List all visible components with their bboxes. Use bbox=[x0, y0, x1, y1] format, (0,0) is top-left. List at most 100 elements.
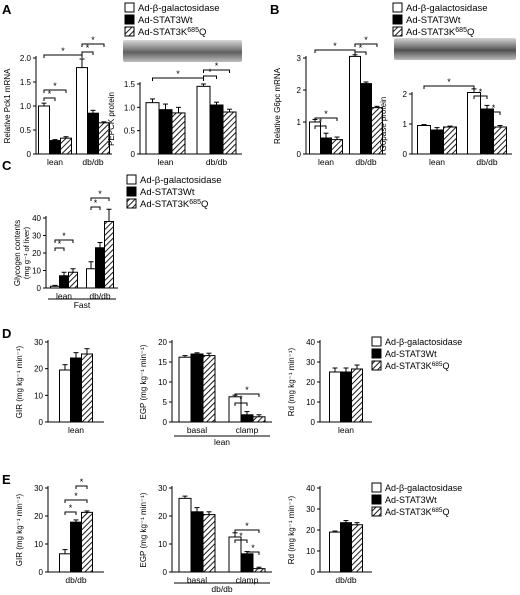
c1-bar bbox=[222, 111, 237, 155]
a-legend-label: Ad-β-galactosidase bbox=[138, 3, 220, 14]
c8-y-tick-label: 0 bbox=[39, 568, 44, 577]
d-legend-label: Ad-STAT3K685Q bbox=[385, 361, 450, 371]
c2-significance-bracket bbox=[354, 43, 378, 47]
c6-y-tick-label: 5 bbox=[163, 398, 168, 407]
panel-label-a: A bbox=[2, 2, 12, 17]
c0-significance-bracket bbox=[43, 89, 67, 93]
c2-bar bbox=[331, 139, 343, 155]
c9-category-label: basal bbox=[187, 575, 207, 585]
c6-y-tick-label: 0 bbox=[163, 418, 168, 427]
c1-significance-star: * bbox=[215, 61, 219, 71]
c9-y-tick-label: 30 bbox=[158, 484, 167, 493]
c2-significance-star: * bbox=[364, 35, 368, 45]
c9-bar bbox=[190, 511, 204, 573]
c2-category-label: db/db bbox=[355, 157, 377, 167]
c9-significance-bracket bbox=[234, 539, 248, 543]
c6-bar bbox=[240, 414, 254, 423]
c7-y-tick-label: 0 bbox=[311, 418, 316, 427]
c5-bar bbox=[59, 369, 71, 423]
c4-significance-bracket bbox=[54, 239, 74, 243]
c1-bar bbox=[196, 85, 211, 155]
c2-y-tick-label: 1 bbox=[297, 118, 302, 127]
c8-y-axis-label: GIR (mg kg⁻¹ min⁻¹) bbox=[15, 493, 24, 566]
c9-bar bbox=[178, 497, 192, 573]
c3-significance-star: * bbox=[479, 87, 483, 97]
c2-bar bbox=[320, 137, 332, 155]
c0-bar bbox=[49, 140, 61, 155]
c8-significance-star: * bbox=[69, 503, 73, 513]
c1-significance-bracket bbox=[203, 69, 230, 73]
c-legend-swatch bbox=[126, 186, 137, 197]
c4-significance-star: * bbox=[94, 198, 98, 208]
c4-x-axis-label: Fast bbox=[74, 300, 91, 310]
c7-y-tick-label: 30 bbox=[306, 358, 315, 367]
c3-category-label: db/db bbox=[476, 157, 498, 167]
c2-y-tick-label: 2 bbox=[297, 86, 302, 95]
c0-y-tick-label: 2.0 bbox=[20, 54, 32, 63]
c6-significance-bracket bbox=[234, 393, 260, 397]
c5-y-tick-label: 0 bbox=[39, 418, 44, 427]
c3-bar bbox=[493, 126, 507, 155]
panel-label-b: B bbox=[270, 2, 279, 17]
c1-category-label: lean bbox=[157, 157, 173, 167]
c3-significance-star: * bbox=[492, 103, 496, 113]
c4-y-tick-label: 0 bbox=[37, 284, 42, 293]
c3-significance-star: * bbox=[447, 77, 451, 87]
c0-significance-star: * bbox=[86, 43, 90, 53]
c6-x-axis-label: lean bbox=[214, 437, 230, 447]
c8-y-tick-label: 30 bbox=[34, 484, 43, 493]
c4-bar bbox=[59, 275, 69, 289]
c1-bar bbox=[209, 104, 224, 155]
c0-significance-star: * bbox=[53, 81, 57, 91]
pepck-western-blot bbox=[123, 40, 242, 62]
c5-y-tick-label: 20 bbox=[34, 365, 43, 374]
c0-bar bbox=[87, 112, 99, 155]
c10-y-tick-label: 40 bbox=[306, 484, 315, 493]
c4-significance-star: * bbox=[98, 189, 102, 199]
c9-significance-bracket bbox=[234, 529, 260, 533]
panel-label-e: E bbox=[2, 472, 11, 487]
c10-y-tick-label: 20 bbox=[306, 526, 315, 535]
c8-y-tick-label: 20 bbox=[34, 512, 43, 521]
c6-bar bbox=[202, 355, 216, 423]
b-legend-swatch bbox=[392, 26, 403, 37]
c8-bar bbox=[81, 511, 93, 573]
c4-significance-star: * bbox=[62, 231, 66, 241]
c5-y-axis-label: GIR (mg kg⁻¹ min⁻¹) bbox=[15, 345, 24, 418]
c9-significance-star: * bbox=[245, 521, 249, 531]
c-legend-swatch bbox=[126, 174, 137, 185]
c6-significance-star: * bbox=[239, 394, 243, 404]
c7-bar bbox=[340, 371, 352, 423]
c1-bar bbox=[171, 112, 186, 155]
c2-significance-bracket bbox=[314, 117, 338, 121]
c6-category-label: clamp bbox=[236, 425, 259, 435]
d-legend-swatch bbox=[371, 360, 382, 371]
c0-significance-bracket bbox=[81, 43, 105, 47]
c6-y-tick-label: 10 bbox=[158, 378, 167, 387]
c10-bar bbox=[329, 531, 341, 573]
d-legend-swatch bbox=[371, 336, 382, 347]
c7-y-tick-label: 40 bbox=[306, 338, 315, 347]
c1-category-label: db/db bbox=[206, 157, 228, 167]
c1-y-tick-label: 1.0 bbox=[124, 103, 136, 112]
c2-significance-bracket bbox=[314, 125, 327, 129]
c1-y-tick-label: 0 bbox=[131, 150, 136, 159]
c1-significance-star: * bbox=[176, 69, 180, 79]
a-legend-swatch bbox=[124, 26, 135, 37]
e-legend-label: Ad-STAT3K685Q bbox=[385, 507, 450, 517]
c3-bar bbox=[430, 129, 444, 155]
c4-y-tick-label: 20 bbox=[32, 249, 41, 258]
c6-y-tick-label: 15 bbox=[158, 358, 167, 367]
c2-significance-star: * bbox=[319, 117, 323, 127]
c9-x-axis-label: db/db bbox=[211, 584, 233, 594]
a-legend-label: Ad-STAT3Wt bbox=[138, 15, 193, 26]
c1-y-axis-label: PEPCK protein bbox=[107, 92, 116, 146]
c9-bar bbox=[202, 514, 216, 573]
c4-y-tick-label: 30 bbox=[32, 232, 41, 241]
c3-bar bbox=[417, 125, 431, 155]
c9-y-tick-label: 20 bbox=[158, 512, 167, 521]
c5-y-tick-label: 30 bbox=[34, 338, 43, 347]
c4-category-label: db/db bbox=[89, 291, 111, 301]
c0-category-label: lean bbox=[47, 157, 63, 167]
d-legend-swatch bbox=[371, 348, 382, 359]
